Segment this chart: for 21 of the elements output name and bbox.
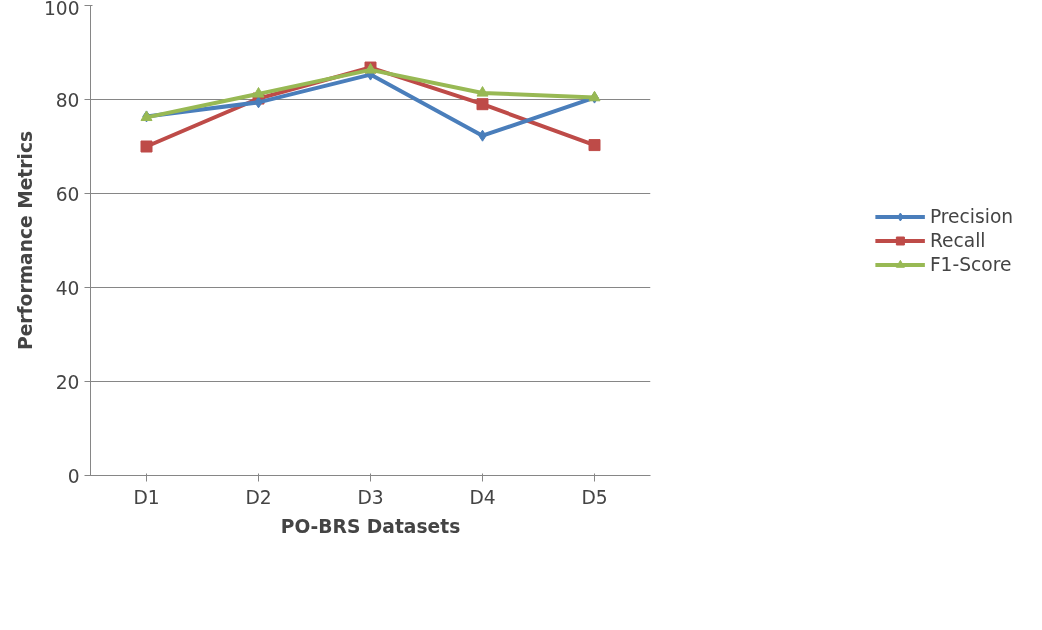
y-tick-label: 80 bbox=[55, 89, 80, 111]
point bbox=[588, 139, 601, 152]
y-tick-label: 20 bbox=[55, 371, 80, 393]
x-tick-label: D2 bbox=[245, 486, 272, 508]
x-tick-label: D5 bbox=[581, 486, 608, 508]
point bbox=[476, 86, 489, 97]
y-axis-title: Performance Metrics bbox=[14, 130, 36, 351]
y-tick-label: 100 bbox=[43, 0, 80, 19]
x-axis-title: PO-BRS Datasets bbox=[280, 515, 461, 537]
legend-label: Recall bbox=[929, 229, 986, 251]
point bbox=[476, 98, 489, 111]
x-tick-label: D1 bbox=[133, 486, 160, 508]
legend-label: F1-Score bbox=[929, 253, 1012, 275]
y-tick-label: 60 bbox=[55, 183, 80, 205]
legend-label: Precision bbox=[929, 205, 1014, 227]
point bbox=[252, 87, 265, 98]
y-tick-label: 40 bbox=[55, 277, 80, 299]
x-tick-label: D4 bbox=[469, 486, 496, 508]
point bbox=[140, 140, 153, 153]
x-tick-label: D3 bbox=[357, 486, 384, 508]
y-tick-label: 0 bbox=[67, 465, 80, 487]
